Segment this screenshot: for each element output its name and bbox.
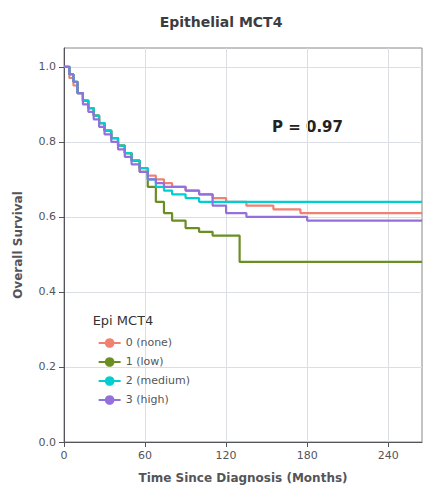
svg-text:0.2: 0.2 bbox=[39, 360, 57, 373]
svg-text:3 (high): 3 (high) bbox=[126, 393, 169, 406]
svg-text:120: 120 bbox=[216, 449, 237, 462]
svg-text:60: 60 bbox=[138, 449, 152, 462]
svg-text:240: 240 bbox=[378, 449, 399, 462]
svg-text:1 (low): 1 (low) bbox=[126, 355, 164, 368]
svg-text:Time Since Diagnosis (Months): Time Since Diagnosis (Months) bbox=[138, 471, 347, 485]
svg-text:P = 0.97: P = 0.97 bbox=[271, 117, 343, 136]
svg-text:Epi MCT4: Epi MCT4 bbox=[93, 313, 154, 328]
svg-text:180: 180 bbox=[297, 449, 318, 462]
svg-text:Overall Survival: Overall Survival bbox=[11, 191, 25, 299]
svg-text:2 (medium): 2 (medium) bbox=[126, 374, 190, 387]
svg-text:0 (none): 0 (none) bbox=[126, 336, 173, 349]
svg-text:0.4: 0.4 bbox=[39, 285, 57, 298]
svg-text:0: 0 bbox=[61, 449, 68, 462]
svg-text:Epithelial MCT4: Epithelial MCT4 bbox=[160, 14, 283, 30]
svg-text:0.6: 0.6 bbox=[39, 210, 57, 223]
svg-text:1.0: 1.0 bbox=[39, 60, 57, 73]
svg-text:0.0: 0.0 bbox=[39, 436, 57, 449]
svg-text:0.8: 0.8 bbox=[39, 135, 57, 148]
